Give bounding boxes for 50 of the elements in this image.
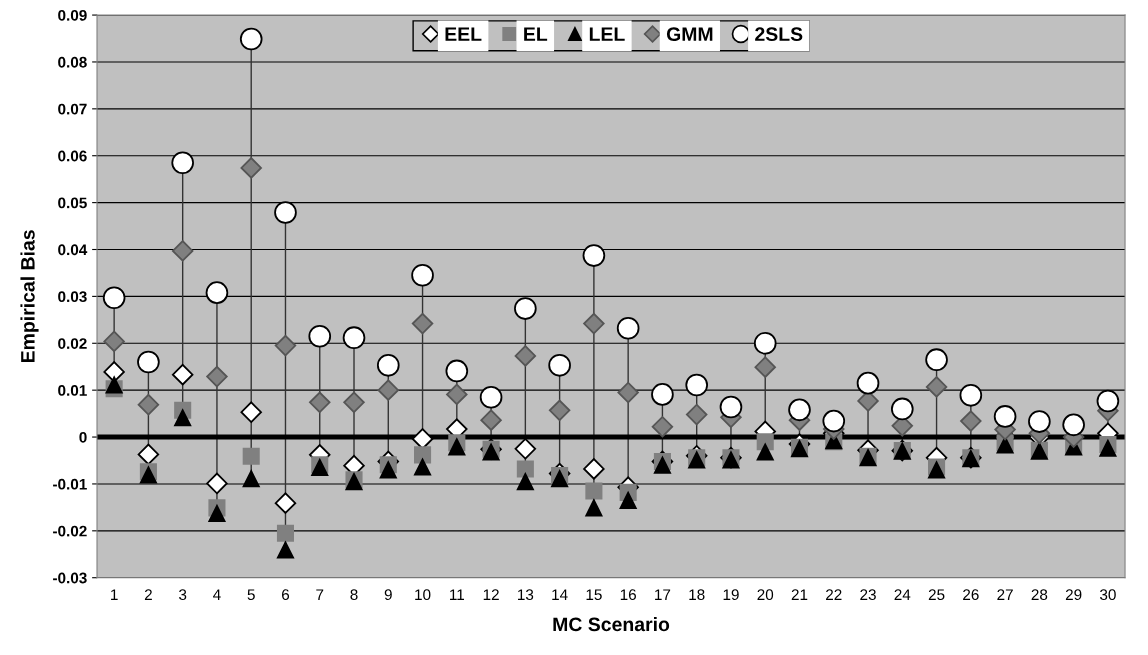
y-tick-label: 0.02 (58, 338, 87, 349)
y-tick-label: 0.09 (58, 9, 87, 21)
x-tick-label: 16 (620, 589, 636, 601)
y-tick-label: -0.01 (53, 478, 87, 490)
y-tick-label: -0.02 (53, 525, 87, 537)
x-tick-label: 22 (826, 589, 842, 600)
x-tick-label: 23 (860, 589, 876, 601)
x-tick-label: 7 (316, 589, 324, 600)
legend-label: LEL (589, 27, 625, 41)
x-tick-label: 30 (1099, 589, 1116, 601)
x-tick-label: 5 (247, 589, 255, 601)
y-tick-label: 0.01 (58, 385, 87, 396)
y-tick-label: 0.07 (58, 103, 87, 115)
x-tick-label: 1 (111, 589, 118, 600)
x-tick-label: 13 (518, 589, 534, 601)
x-tick-label: 19 (723, 589, 739, 601)
legend-label: EL (524, 27, 548, 41)
y-tick-label: 0 (79, 431, 87, 443)
x-tick-label: 25 (928, 589, 945, 601)
x-tick-label: 29 (1065, 589, 1082, 601)
x-tick-label: 20 (757, 589, 774, 601)
x-tick-label: 24 (894, 589, 911, 600)
x-tick-label: 3 (179, 589, 187, 601)
y-axis-title: Empirical Bias (20, 230, 39, 363)
x-tick-label: 8 (350, 589, 358, 601)
x-tick-label: 9 (384, 589, 392, 601)
legend-label: EEL (445, 27, 482, 41)
x-axis-title: MC Scenario (553, 616, 670, 632)
x-tick-label: 4 (213, 589, 221, 600)
x-tick-label: 18 (689, 589, 705, 601)
legend-label: 2SLS (755, 27, 803, 42)
x-tick-label: 2 (144, 589, 152, 600)
x-tick-label: 17 (655, 589, 671, 600)
x-tick-label: 15 (586, 589, 602, 601)
x-tick-label: 11 (450, 589, 465, 600)
y-tick-label: 0.04 (58, 244, 88, 256)
x-tick-label: 6 (282, 589, 290, 601)
y-tick-label: 0.06 (58, 150, 87, 162)
x-tick-label: 14 (552, 589, 568, 600)
y-tick-label: 0.05 (58, 197, 87, 209)
legend-label: GMM (666, 27, 713, 42)
x-tick-label: 28 (1031, 589, 1048, 601)
x-tick-label: 12 (483, 589, 499, 600)
y-tick-label: 0.08 (58, 56, 87, 68)
x-tick-label: 26 (963, 589, 979, 601)
x-tick-label: 27 (997, 589, 1013, 600)
x-tick-label: 10 (415, 589, 431, 601)
y-tick-label: -0.03 (53, 572, 87, 584)
x-tick-label: 21 (791, 589, 808, 600)
y-tick-label: 0.03 (58, 291, 87, 303)
